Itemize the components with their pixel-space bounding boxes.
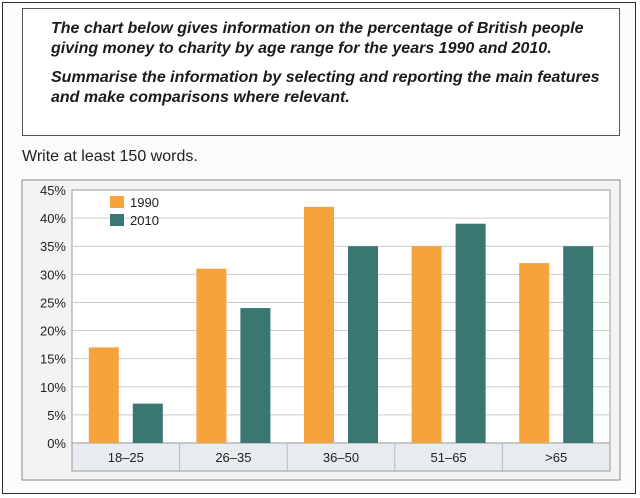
bar-2010-2 [348, 246, 378, 443]
bar-1990-3 [411, 246, 442, 443]
x-tick-label: 51–65 [431, 450, 467, 465]
x-tick-label: 26–35 [215, 450, 251, 465]
x-axis-band [71, 442, 611, 472]
legend-swatch-2010 [110, 214, 124, 226]
x-tick-label: >65 [545, 450, 567, 465]
y-tick-label: 35% [40, 239, 66, 254]
y-tick-label: 20% [40, 324, 66, 339]
y-tick-label: 10% [40, 380, 66, 395]
bar-2010-0 [132, 403, 163, 443]
y-tick-label: 5% [47, 408, 66, 423]
legend: 1990 2010 [110, 195, 159, 228]
y-axis: 0% 5% 10% 15% 20% 25% 30% 35% 40% 45% [40, 183, 66, 451]
legend-swatch-1990 [110, 196, 124, 208]
x-tick-label: 18–25 [108, 450, 144, 465]
task-paragraph-1: The chart below gives information on the… [51, 20, 584, 57]
bar-1990-0 [88, 347, 119, 443]
task-prompt-box: The chart below gives information on the… [22, 8, 620, 136]
y-tick-label: 0% [47, 436, 66, 451]
bar-1990-4 [519, 263, 550, 443]
bar-1990-1 [196, 268, 227, 443]
bar-2010-3 [455, 223, 486, 443]
word-count-instruction: Write at least 150 words. [22, 148, 198, 165]
y-tick-label: 25% [40, 295, 66, 310]
bars [88, 206, 594, 443]
bar-2010-1 [240, 308, 271, 443]
task-paragraph-2: Summarise the information by selecting a… [51, 69, 600, 106]
y-tick-label: 15% [40, 352, 66, 367]
x-tick-label: 36–50 [323, 450, 359, 465]
y-tick-label: 40% [40, 211, 66, 226]
y-tick-label: 30% [40, 267, 66, 282]
y-tick-label: 45% [40, 183, 66, 198]
bar-1990-2 [304, 206, 334, 443]
legend-label-2010: 2010 [130, 213, 159, 228]
x-axis: 18–25 26–35 36–50 51–65 >65 [108, 443, 567, 471]
legend-label-1990: 1990 [130, 195, 159, 210]
bar-2010-4 [563, 246, 594, 443]
